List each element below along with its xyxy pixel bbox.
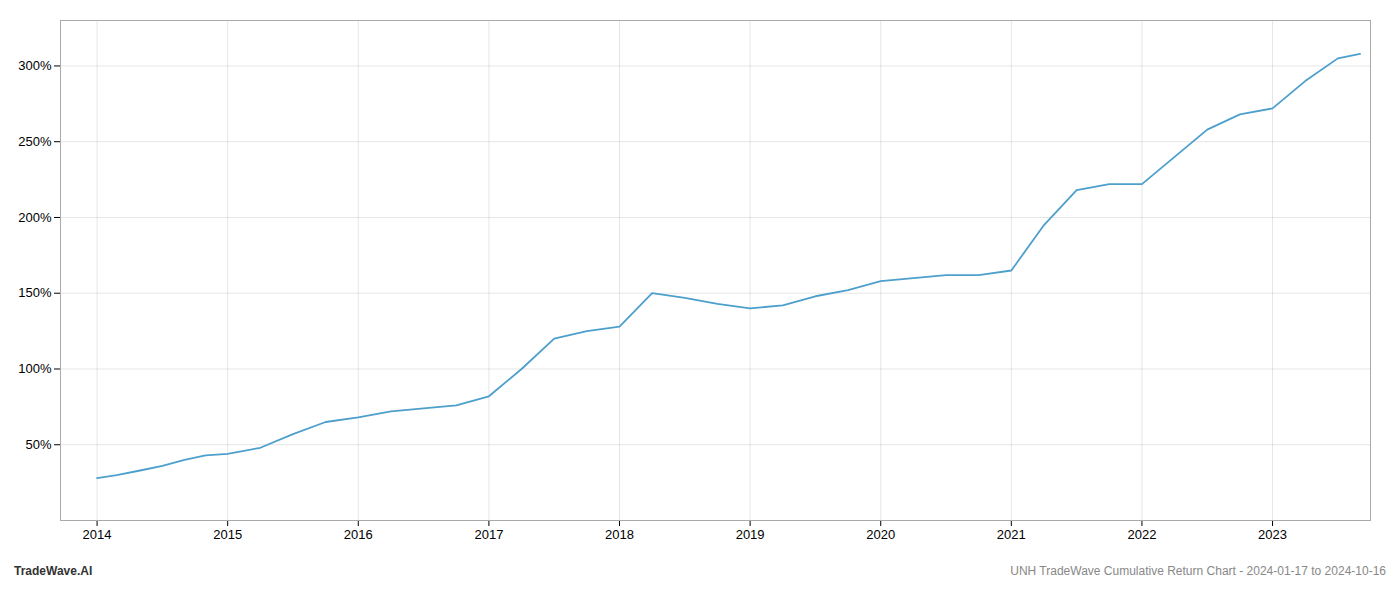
svg-text:2015: 2015: [213, 527, 242, 542]
svg-text:200%: 200%: [18, 210, 52, 225]
svg-text:150%: 150%: [18, 285, 52, 300]
svg-text:2016: 2016: [344, 527, 373, 542]
svg-text:2014: 2014: [83, 527, 112, 542]
html-text:UNH TradeWave Cumulative Retur: UNH TradeWave Cumulative Return Chart - …: [1010, 564, 1386, 578]
svg-text:2022: 2022: [1127, 527, 1156, 542]
html-text:TradeWave.AI: TradeWave.AI: [14, 564, 93, 578]
svg-text:2017: 2017: [474, 527, 503, 542]
svg-text:2023: 2023: [1258, 527, 1287, 542]
svg-text:2019: 2019: [736, 527, 765, 542]
svg-text:50%: 50%: [25, 437, 51, 452]
svg-text:2021: 2021: [997, 527, 1026, 542]
svg-text:100%: 100%: [18, 361, 52, 376]
svg-text:250%: 250%: [18, 134, 52, 149]
svg-text:2018: 2018: [605, 527, 634, 542]
svg-text:300%: 300%: [18, 58, 52, 73]
svg-text:2020: 2020: [866, 527, 895, 542]
